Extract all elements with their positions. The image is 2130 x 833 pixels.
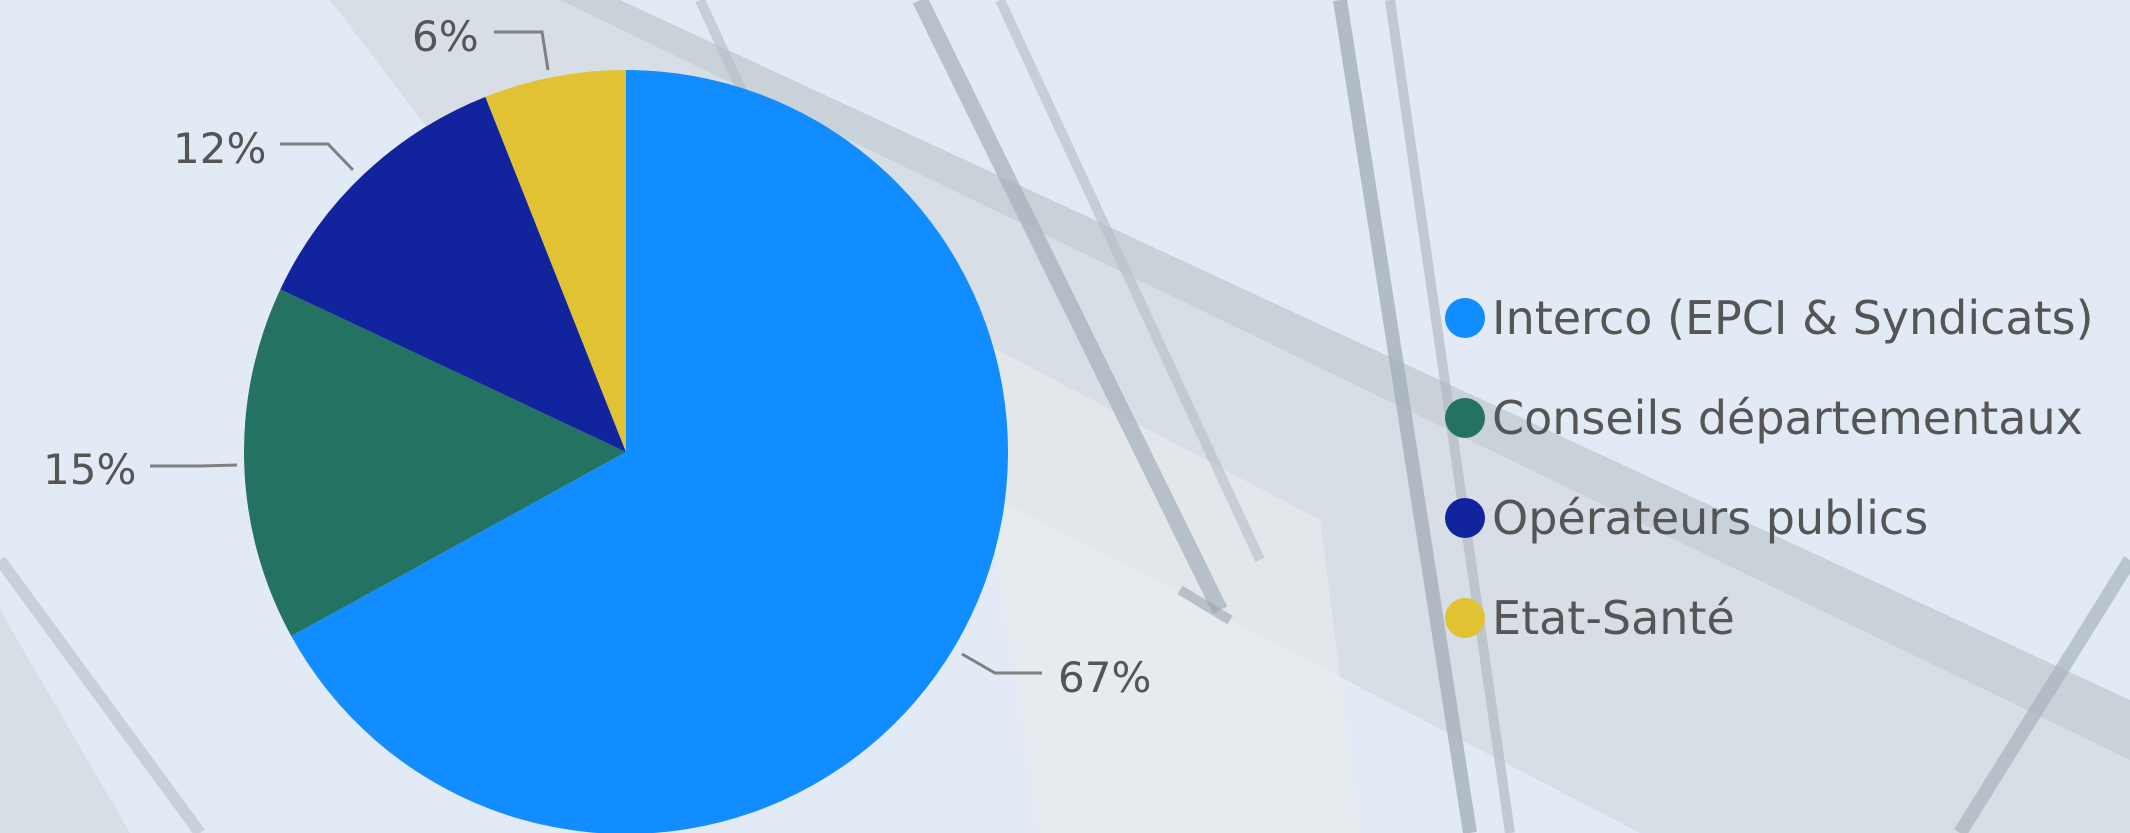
legend-label-interco: Interco (EPCI & Syndicats) (1492, 291, 2094, 345)
legend-label-conseils: Conseils départementaux (1492, 391, 2083, 445)
leader-line-operateurs (280, 142, 355, 172)
bridge-cable (1954, 556, 2130, 833)
legend-label-operateurs: Opérateurs publics (1492, 491, 1929, 545)
pie-slice-interco[interactable] (291, 70, 1008, 833)
legend-item-etat-sante[interactable]: Etat-Santé (1445, 568, 2125, 668)
data-label-interco: 67% (1058, 653, 1151, 702)
bridge-cable (912, 0, 1228, 614)
pie-leader-lines (150, 30, 1042, 675)
legend-label-etat-sante: Etat-Santé (1492, 591, 1735, 645)
legend-swatch-etat-sante (1445, 598, 1485, 638)
bridge-pylon (0, 610, 130, 833)
pie-slice-conseils[interactable] (244, 289, 626, 637)
legend-swatch-conseils (1445, 398, 1485, 438)
legend-swatch-interco (1445, 298, 1485, 338)
data-label-conseils: 15% (43, 445, 136, 494)
pie-slice-etat-sante[interactable] (485, 70, 626, 452)
legend-item-interco[interactable]: Interco (EPCI & Syndicats) (1445, 268, 2125, 368)
pie-slices (244, 70, 1008, 833)
chart-legend: Interco (EPCI & Syndicats) Conseils dépa… (1445, 268, 2125, 668)
leader-line-conseils (150, 463, 238, 468)
bridge-cable (1333, 0, 1477, 833)
data-label-operateurs: 12% (173, 124, 266, 173)
bridge-cable (0, 556, 205, 833)
bridge-cable (995, 0, 1265, 563)
legend-item-conseils[interactable]: Conseils départementaux (1445, 368, 2125, 468)
leader-line-interco (961, 652, 1042, 675)
leader-line-etat-sante (494, 30, 550, 71)
bridge-deck-light (960, 330, 1360, 833)
bridge-cable-anchor (1177, 585, 1233, 625)
legend-item-operateurs[interactable]: Opérateurs publics (1445, 468, 2125, 568)
legend-swatch-operateurs (1445, 498, 1485, 538)
bridge-deck-edge (560, 0, 2130, 760)
pie-slice-operateurs[interactable] (280, 96, 626, 453)
pie-data-labels: 67% 15% 12% 6% (43, 12, 1151, 702)
data-label-etat-sante: 6% (412, 12, 479, 61)
